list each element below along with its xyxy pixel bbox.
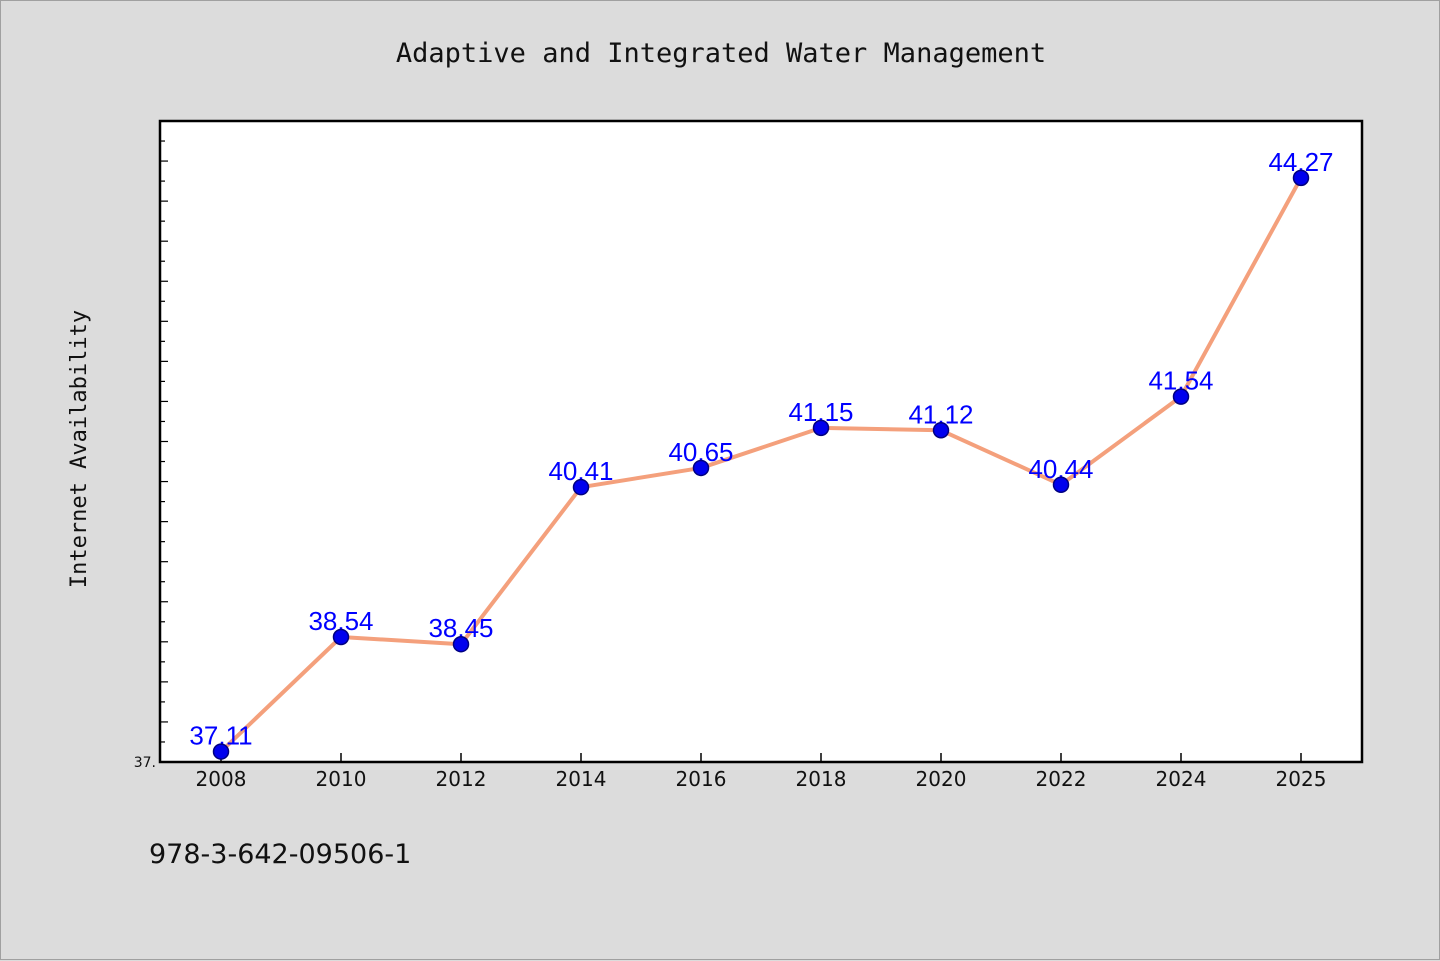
x-tick-label: 2008 (196, 767, 247, 791)
data-point (932, 422, 950, 439)
y-tick-label: 37. (134, 755, 156, 771)
chart-title: Adaptive and Integrated Water Management (396, 38, 1046, 69)
x-tick-label: 2025 (1276, 767, 1327, 791)
plot-area (158, 119, 1364, 764)
data-point (692, 459, 710, 477)
x-tick-label: 2020 (916, 767, 967, 791)
x-tick-label: 2014 (556, 767, 607, 791)
x-tick-label: 2016 (676, 767, 727, 791)
data-point (1292, 169, 1310, 187)
x-tick-label: 2024 (1156, 767, 1207, 791)
data-point (572, 478, 590, 496)
footnote: 978-3-642-09506-1 (149, 839, 411, 870)
x-axis-ticks: 2008 2010 2012 2014 2016 2018 2020 2022 2024 2025 (196, 753, 1327, 791)
y-axis-label: Internet Availability (67, 310, 92, 588)
data-point (452, 635, 470, 653)
data-point (812, 419, 830, 437)
y-axis-ticks: 37. (134, 120, 168, 771)
x-tick-label: 2012 (436, 767, 487, 791)
x-tick-label: 2018 (796, 767, 847, 791)
series-line (219, 175, 1303, 754)
data-point (332, 628, 350, 646)
data-point (1172, 388, 1190, 405)
data-point (212, 743, 230, 760)
x-tick-label: 2022 (1036, 767, 1087, 791)
data-point (1052, 476, 1070, 494)
x-tick-label: 2010 (316, 767, 367, 791)
